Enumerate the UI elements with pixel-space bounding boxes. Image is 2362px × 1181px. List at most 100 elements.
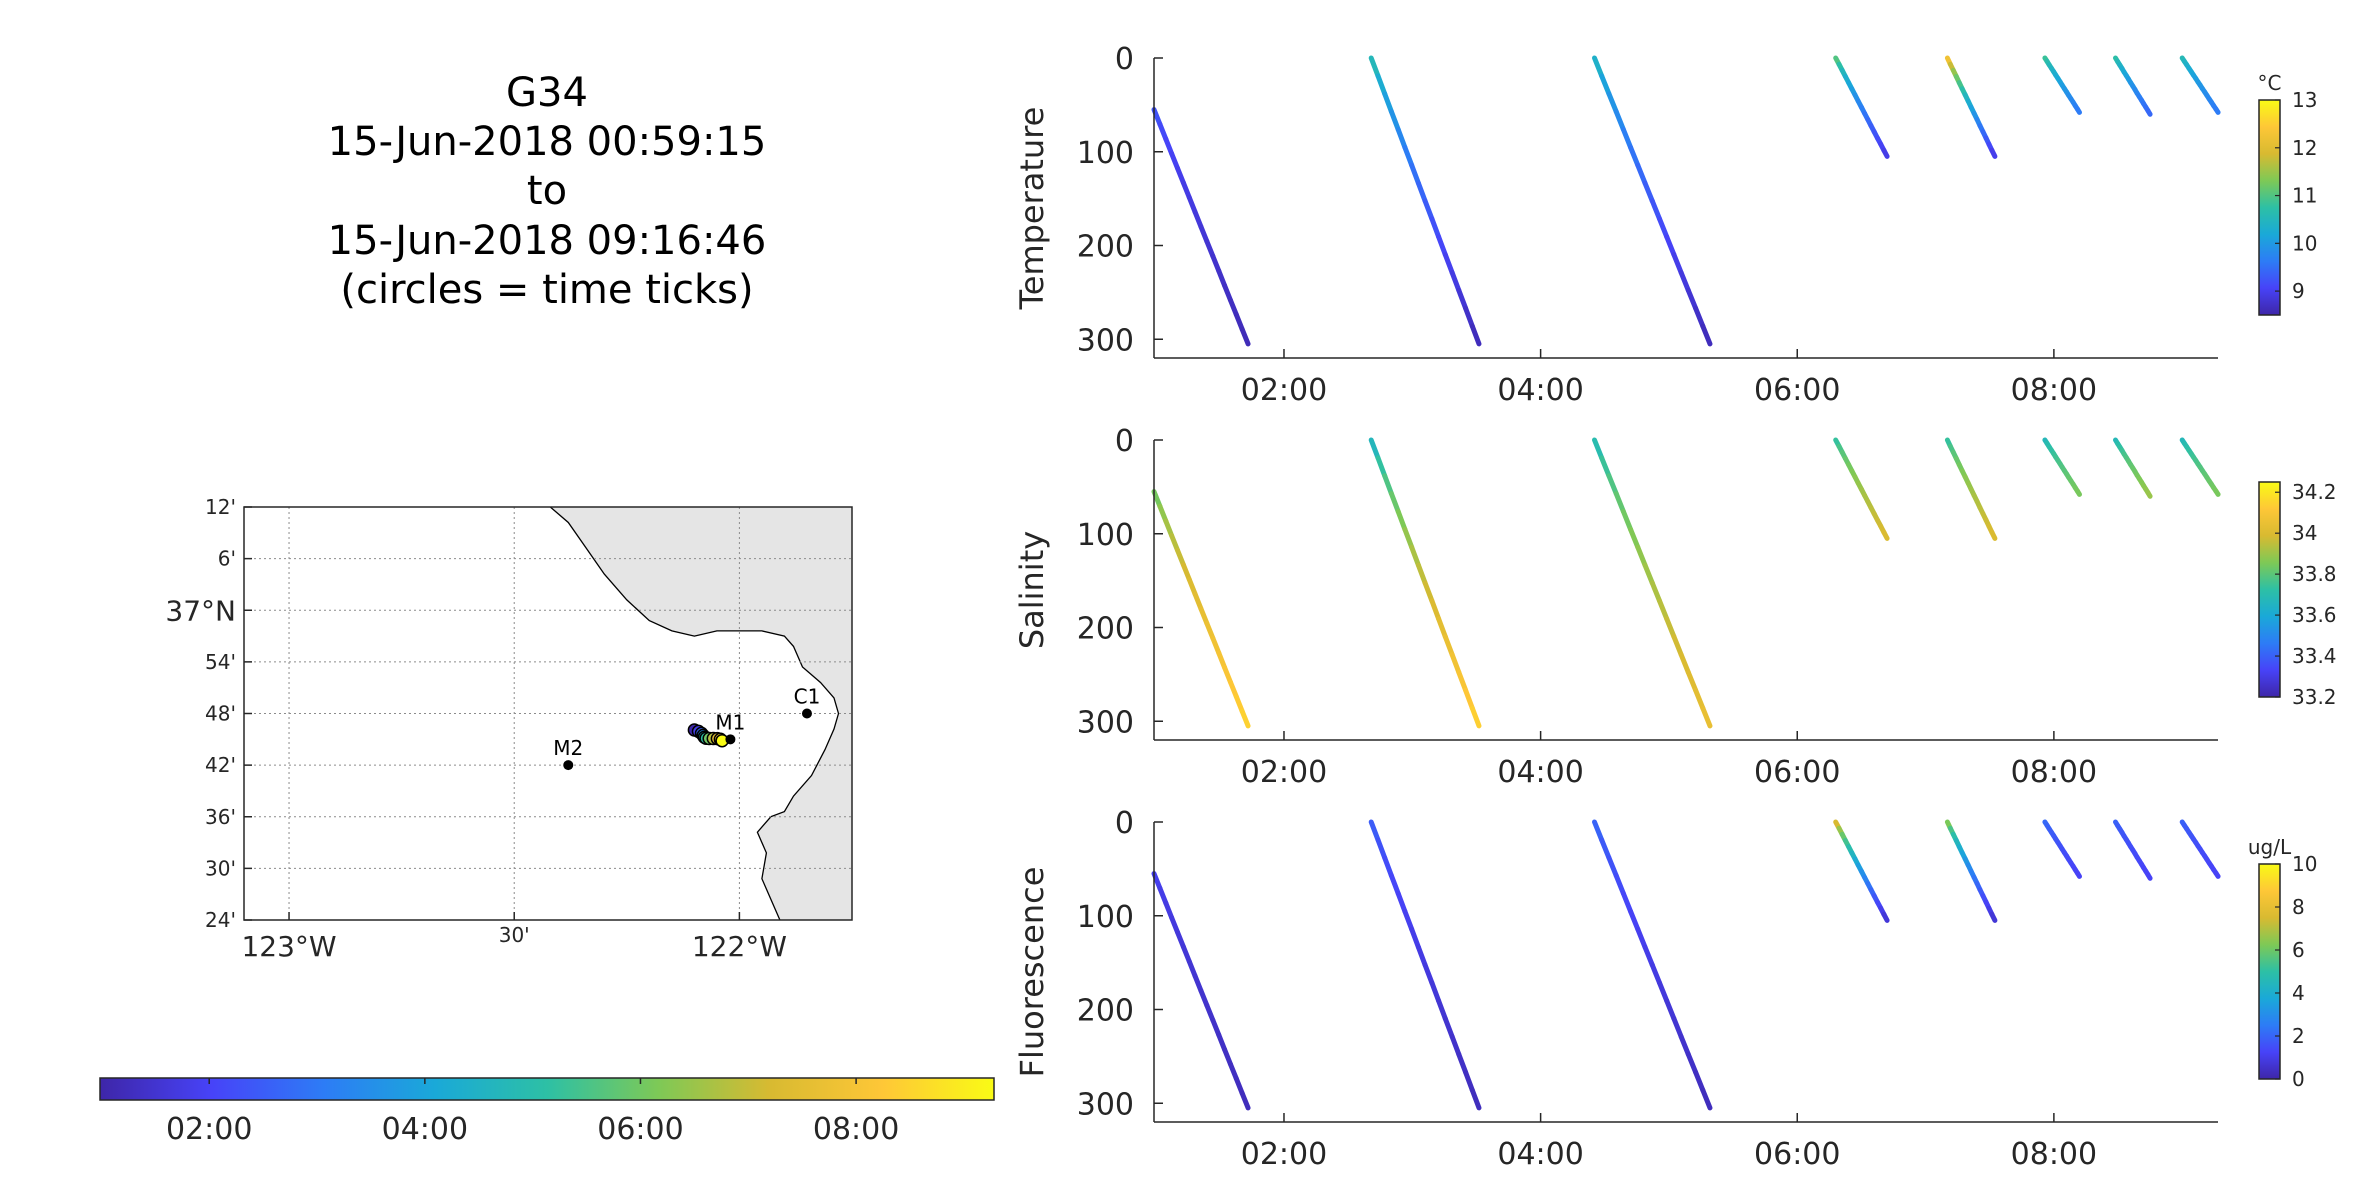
dive-segment [1198, 224, 1210, 244]
dive-segment [1192, 973, 1204, 994]
panel-colorbar-label: 11 [2292, 184, 2317, 208]
x-tick-label: 06:00 [1754, 755, 1840, 790]
dive-segment [1693, 305, 1706, 329]
dive-segment [1881, 529, 1890, 541]
time-colorbar: 02:00 04:00 06:00 08:00 [99, 1077, 995, 1147]
x-tick-label: 08:00 [2011, 755, 2097, 790]
panel-colorbar-label: 12 [2292, 136, 2317, 160]
dive-segment [1210, 635, 1222, 656]
y-tick-label: 0 [1115, 424, 1134, 459]
dive-segment [1620, 127, 1634, 150]
dive-segment [1198, 606, 1210, 626]
dive-segment [1671, 252, 1684, 275]
panel-ylabel: Fluorescence [1013, 867, 1051, 1078]
dive-segment [1429, 980, 1442, 1004]
dive-segment [1613, 873, 1626, 896]
dive-segment [1422, 580, 1435, 604]
dive-segment [1192, 209, 1204, 230]
station-label: C1 [794, 685, 821, 709]
dive-segment [1881, 147, 1890, 159]
dive-segment [1685, 1051, 1699, 1075]
dive-segment [1678, 1034, 1691, 1057]
dive-segment [1415, 944, 1428, 968]
dive-segment [1169, 151, 1180, 171]
x-tick-label: 04:00 [1497, 1137, 1583, 1172]
map-lat-label: 54' [205, 650, 236, 674]
panel-colorbar-label: 6 [2292, 938, 2305, 962]
title-line-3: to [527, 168, 567, 214]
title-line-1: G34 [506, 70, 588, 116]
dive-segment [1210, 253, 1222, 274]
dive-segment [2145, 490, 2153, 499]
dive-segment [1198, 988, 1210, 1008]
dive-segment [1163, 136, 1175, 156]
dive-segment [1429, 216, 1442, 240]
dive-segment [1649, 198, 1662, 222]
panel-colorbar-fill [2258, 863, 2281, 1080]
map-lat-label: 42' [205, 753, 236, 777]
dive-segment [1664, 234, 1677, 258]
y-tick-label: 0 [1115, 806, 1134, 841]
dive-segment [2074, 488, 2082, 497]
x-tick-label: 02:00 [1241, 755, 1327, 790]
dive-segment [1186, 577, 1198, 597]
dive-segment [1222, 1046, 1233, 1067]
map-lat-label: 12' [205, 495, 236, 519]
dive-segment [1402, 144, 1415, 168]
dive-segment [1463, 305, 1475, 329]
map-coastline [549, 506, 840, 921]
dive-segment [1613, 109, 1626, 132]
dive-segment [1599, 837, 1612, 861]
dive-segment [1239, 1090, 1251, 1111]
y-tick-label: 300 [1077, 705, 1134, 740]
dive-segment [1592, 819, 1605, 843]
dive-segment [1157, 503, 1169, 524]
dive-segment [1436, 234, 1448, 258]
x-tick-label: 06:00 [1754, 1137, 1840, 1172]
dive-segment [1239, 326, 1251, 347]
x-tick-label: 04:00 [1497, 373, 1583, 408]
dive-segment [1233, 312, 1245, 332]
dive-segment [1239, 708, 1251, 729]
x-tick-label: 08:00 [2011, 373, 2097, 408]
dive-segment [1606, 91, 1619, 115]
dive-segment [2145, 872, 2153, 881]
dive-segment [1463, 1069, 1475, 1093]
map-lon-label: 122°W [692, 930, 787, 963]
dive-segment [1685, 287, 1699, 311]
panel-colorbar-label: 0 [2292, 1067, 2305, 1091]
dive-segment [1422, 198, 1435, 222]
dive-segment [2213, 488, 2221, 497]
panel-colorbar-unit: °C [2258, 71, 2282, 95]
dive-segment [1227, 1061, 1239, 1082]
dive-segment [1642, 180, 1655, 204]
dive-segment [1169, 533, 1180, 553]
dive-segment [1222, 282, 1233, 303]
dive-segment [1469, 1087, 1482, 1111]
dive-segment [1592, 55, 1605, 79]
dive-segment [1449, 652, 1462, 675]
dive-segment [1469, 705, 1482, 729]
map-lat-label: 24' [205, 908, 236, 932]
panel-colorbar-label: 33.2 [2292, 685, 2337, 709]
dive-segment [1388, 873, 1401, 896]
dive-segment [1606, 855, 1619, 879]
panel-colorbar-label: 33.6 [2292, 603, 2337, 627]
station-marker [725, 734, 736, 745]
dive-segment [2074, 106, 2082, 115]
dive-segment [1678, 652, 1691, 675]
station-label: M1 [715, 710, 745, 734]
dive-segment [1233, 694, 1245, 714]
dive-segment [1216, 268, 1227, 288]
panel-colorbar-label: 10 [2292, 231, 2317, 255]
dive-segment [1395, 509, 1408, 532]
time-colorbar-label: 02:00 [166, 1112, 252, 1147]
time-colorbar-label: 08:00 [813, 1112, 899, 1147]
dive-segment [1186, 195, 1198, 215]
station-marker [563, 760, 574, 771]
dive-segment [1222, 664, 1233, 685]
panel-colorbar-label: 34.2 [2292, 480, 2337, 504]
dive-segment [1175, 165, 1186, 186]
